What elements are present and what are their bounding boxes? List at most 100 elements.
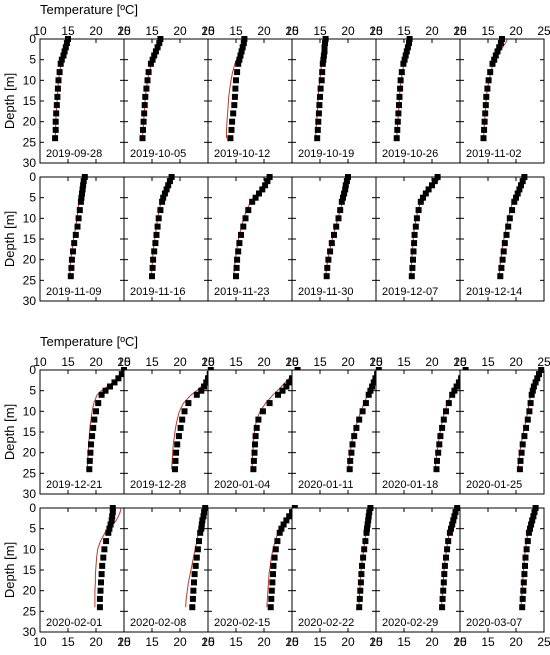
obs-marker bbox=[526, 408, 533, 415]
x-axis-title-top: Temperature [ºC] bbox=[40, 2, 138, 17]
obs-marker bbox=[321, 48, 328, 55]
x-tick-label: 10 bbox=[453, 24, 467, 38]
x-tick-label: 25 bbox=[369, 24, 383, 38]
obs-marker bbox=[527, 525, 533, 532]
x-tick-label: 20 bbox=[509, 355, 523, 369]
obs-marker bbox=[440, 416, 447, 423]
obs-marker bbox=[323, 273, 330, 280]
obs-marker bbox=[529, 387, 536, 394]
y-tick-label: 25 bbox=[23, 135, 37, 149]
obs-marker bbox=[168, 174, 175, 180]
obs-marker bbox=[72, 231, 79, 238]
x-tick-label: 25 bbox=[285, 24, 299, 38]
y-tick-label: 15 bbox=[23, 425, 37, 439]
obs-marker bbox=[197, 529, 204, 536]
panel-frame bbox=[39, 369, 125, 495]
obs-marker bbox=[431, 178, 438, 185]
obs-marker bbox=[484, 85, 491, 92]
obs-marker bbox=[348, 449, 355, 456]
panel-date-label: 2020-02-08 bbox=[130, 617, 186, 629]
obs-marker bbox=[53, 102, 60, 109]
obs-marker bbox=[325, 256, 332, 263]
obs-marker bbox=[516, 186, 523, 193]
obs-marker bbox=[235, 248, 242, 255]
y-tick-label: 15 bbox=[23, 232, 37, 246]
obs-marker bbox=[319, 69, 326, 76]
obs-marker bbox=[410, 256, 416, 263]
profile-panel: 2019-11-02 10 15 20 25 bbox=[453, 24, 550, 164]
obs-marker bbox=[271, 554, 278, 561]
x-tick-label: 20 bbox=[89, 24, 103, 38]
obs-marker bbox=[235, 60, 242, 67]
obs-marker bbox=[276, 529, 283, 536]
obs-marker bbox=[366, 509, 373, 516]
profile-panel: 2019-12-21 0 5 10 15 20 25 30 10 15 20 25 bbox=[23, 355, 131, 501]
obs-marker bbox=[402, 52, 409, 59]
obs-marker bbox=[367, 387, 374, 394]
x-tick-label: 20 bbox=[173, 355, 187, 369]
panel-frame bbox=[459, 38, 545, 164]
profile-panel: 2020-01-04 10 15 20 25 bbox=[201, 355, 301, 495]
y-tick-label: 5 bbox=[29, 522, 36, 536]
obs-marker bbox=[194, 546, 201, 553]
obs-marker bbox=[425, 186, 432, 193]
obs-marker bbox=[65, 36, 71, 42]
obs-marker bbox=[496, 44, 503, 51]
obs-marker bbox=[245, 207, 252, 214]
panel-date-label: 2019-10-19 bbox=[298, 148, 354, 160]
obs-marker bbox=[259, 186, 266, 193]
obs-marker bbox=[445, 400, 452, 407]
obs-marker bbox=[55, 77, 62, 84]
profile-panel: 2019-11-09 0 5 10 15 20 25 30 bbox=[23, 170, 125, 308]
obs-marker bbox=[443, 554, 449, 561]
obs-marker bbox=[481, 118, 488, 125]
obs-marker bbox=[449, 391, 456, 398]
obs-marker bbox=[522, 554, 529, 561]
obs-marker bbox=[286, 513, 293, 520]
obs-marker bbox=[401, 56, 408, 63]
x-tick-label: 20 bbox=[173, 635, 187, 649]
obs-marker bbox=[340, 194, 346, 201]
x-tick-label: 25 bbox=[117, 355, 131, 369]
panel-frame bbox=[39, 38, 125, 164]
x-tick-label: 15 bbox=[229, 635, 243, 649]
obs-marker bbox=[231, 93, 238, 100]
x-tick-label: 20 bbox=[341, 355, 355, 369]
obs-marker bbox=[165, 182, 172, 189]
obs-marker bbox=[322, 36, 329, 42]
x-tick-label: 10 bbox=[33, 355, 47, 369]
panel-frame bbox=[291, 369, 377, 495]
obs-marker bbox=[519, 595, 526, 602]
obs-marker bbox=[514, 190, 521, 197]
obs-marker bbox=[489, 60, 496, 67]
obs-marker bbox=[275, 391, 281, 398]
x-tick-label: 15 bbox=[61, 355, 75, 369]
obs-marker bbox=[528, 521, 535, 528]
panel-date-label: 2020-02-15 bbox=[214, 617, 270, 629]
obs-marker bbox=[115, 375, 122, 382]
obs-marker bbox=[149, 56, 156, 63]
obs-marker bbox=[536, 371, 542, 378]
y-tick-label: 15 bbox=[23, 94, 37, 108]
obs-marker bbox=[153, 231, 160, 238]
obs-marker bbox=[53, 110, 60, 117]
obs-marker bbox=[320, 52, 327, 59]
obs-marker bbox=[397, 77, 404, 84]
obs-marker bbox=[439, 604, 446, 611]
obs-marker bbox=[406, 40, 412, 47]
y-tick-label: 0 bbox=[29, 170, 36, 184]
obs-marker bbox=[500, 248, 507, 255]
obs-marker bbox=[105, 529, 112, 536]
obs-marker bbox=[202, 505, 209, 511]
obs-marker bbox=[503, 231, 510, 238]
obs-marker bbox=[199, 517, 206, 524]
obs-marker bbox=[228, 126, 235, 133]
obs-marker bbox=[404, 44, 411, 51]
profile-panel: 2019-12-28 10 15 20 25 bbox=[117, 355, 215, 495]
x-tick-label: 10 bbox=[201, 24, 215, 38]
obs-marker bbox=[434, 457, 440, 464]
obs-marker bbox=[102, 387, 109, 394]
profile-panel: 2020-02-08 10 15 20 25 bbox=[117, 505, 215, 649]
obs-marker bbox=[111, 379, 118, 386]
